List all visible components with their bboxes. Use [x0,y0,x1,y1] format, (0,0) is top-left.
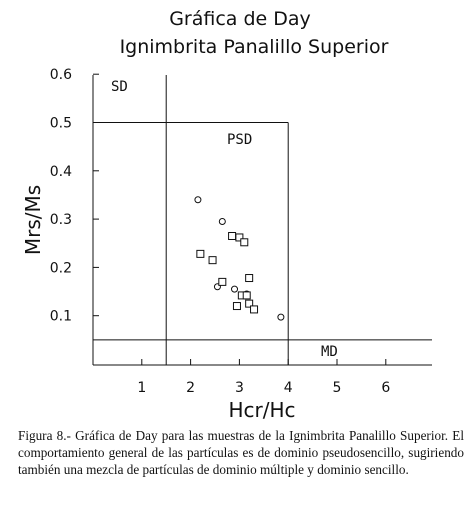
data-point-circle [231,285,239,293]
data-point-square [196,249,205,258]
x-tick-label: 3 [235,380,244,396]
y-tick-label: 0.1 [50,309,72,325]
x-tick-label: 4 [284,380,293,396]
data-point-square [245,299,254,308]
y-tick-label: 0.5 [50,116,72,132]
x-tick-label: 1 [137,380,146,396]
data-point-square [250,305,259,314]
data-point-square [228,232,237,241]
region-label-sd: SD [111,79,128,95]
data-point-square [232,302,241,311]
data-point-square [245,274,254,283]
data-point-square [242,291,251,300]
chart-title: Gráfica de Day [169,8,311,30]
x-axis-title: Hcr/Hc [228,398,295,422]
plot-area: 0.1 0.2 0.3 0.4 0.5 0.6 1 2 3 4 5 6 [50,67,432,396]
region-label-psd: PSD [227,132,252,148]
y-tick-label: 0.3 [50,212,72,228]
data-point-square [240,238,249,247]
data-point-square [208,256,217,265]
x-tick-label: 6 [381,380,390,396]
data-point-circle [218,218,226,226]
data-point-circle [194,196,202,204]
day-plot: Gráfica de Day Ignimbrita Panalillo Supe… [21,8,432,422]
y-tick-label: 0.2 [50,260,72,276]
y-axis-title: Mrs/Ms [21,185,45,255]
x-tick-label: 5 [333,380,342,396]
figure-caption: Figura 8.- Gráfica de Day para las muest… [18,428,464,477]
y-tick-label: 0.4 [50,164,72,180]
data-point-circle [277,313,285,321]
data-point-square [218,277,227,286]
x-tick-label: 2 [186,380,195,396]
region-label-md: MD [321,344,338,360]
y-tick-label: 0.6 [50,67,72,83]
chart-subtitle: Ignimbrita Panalillo Superior [120,36,389,58]
data-point-square [235,233,244,242]
